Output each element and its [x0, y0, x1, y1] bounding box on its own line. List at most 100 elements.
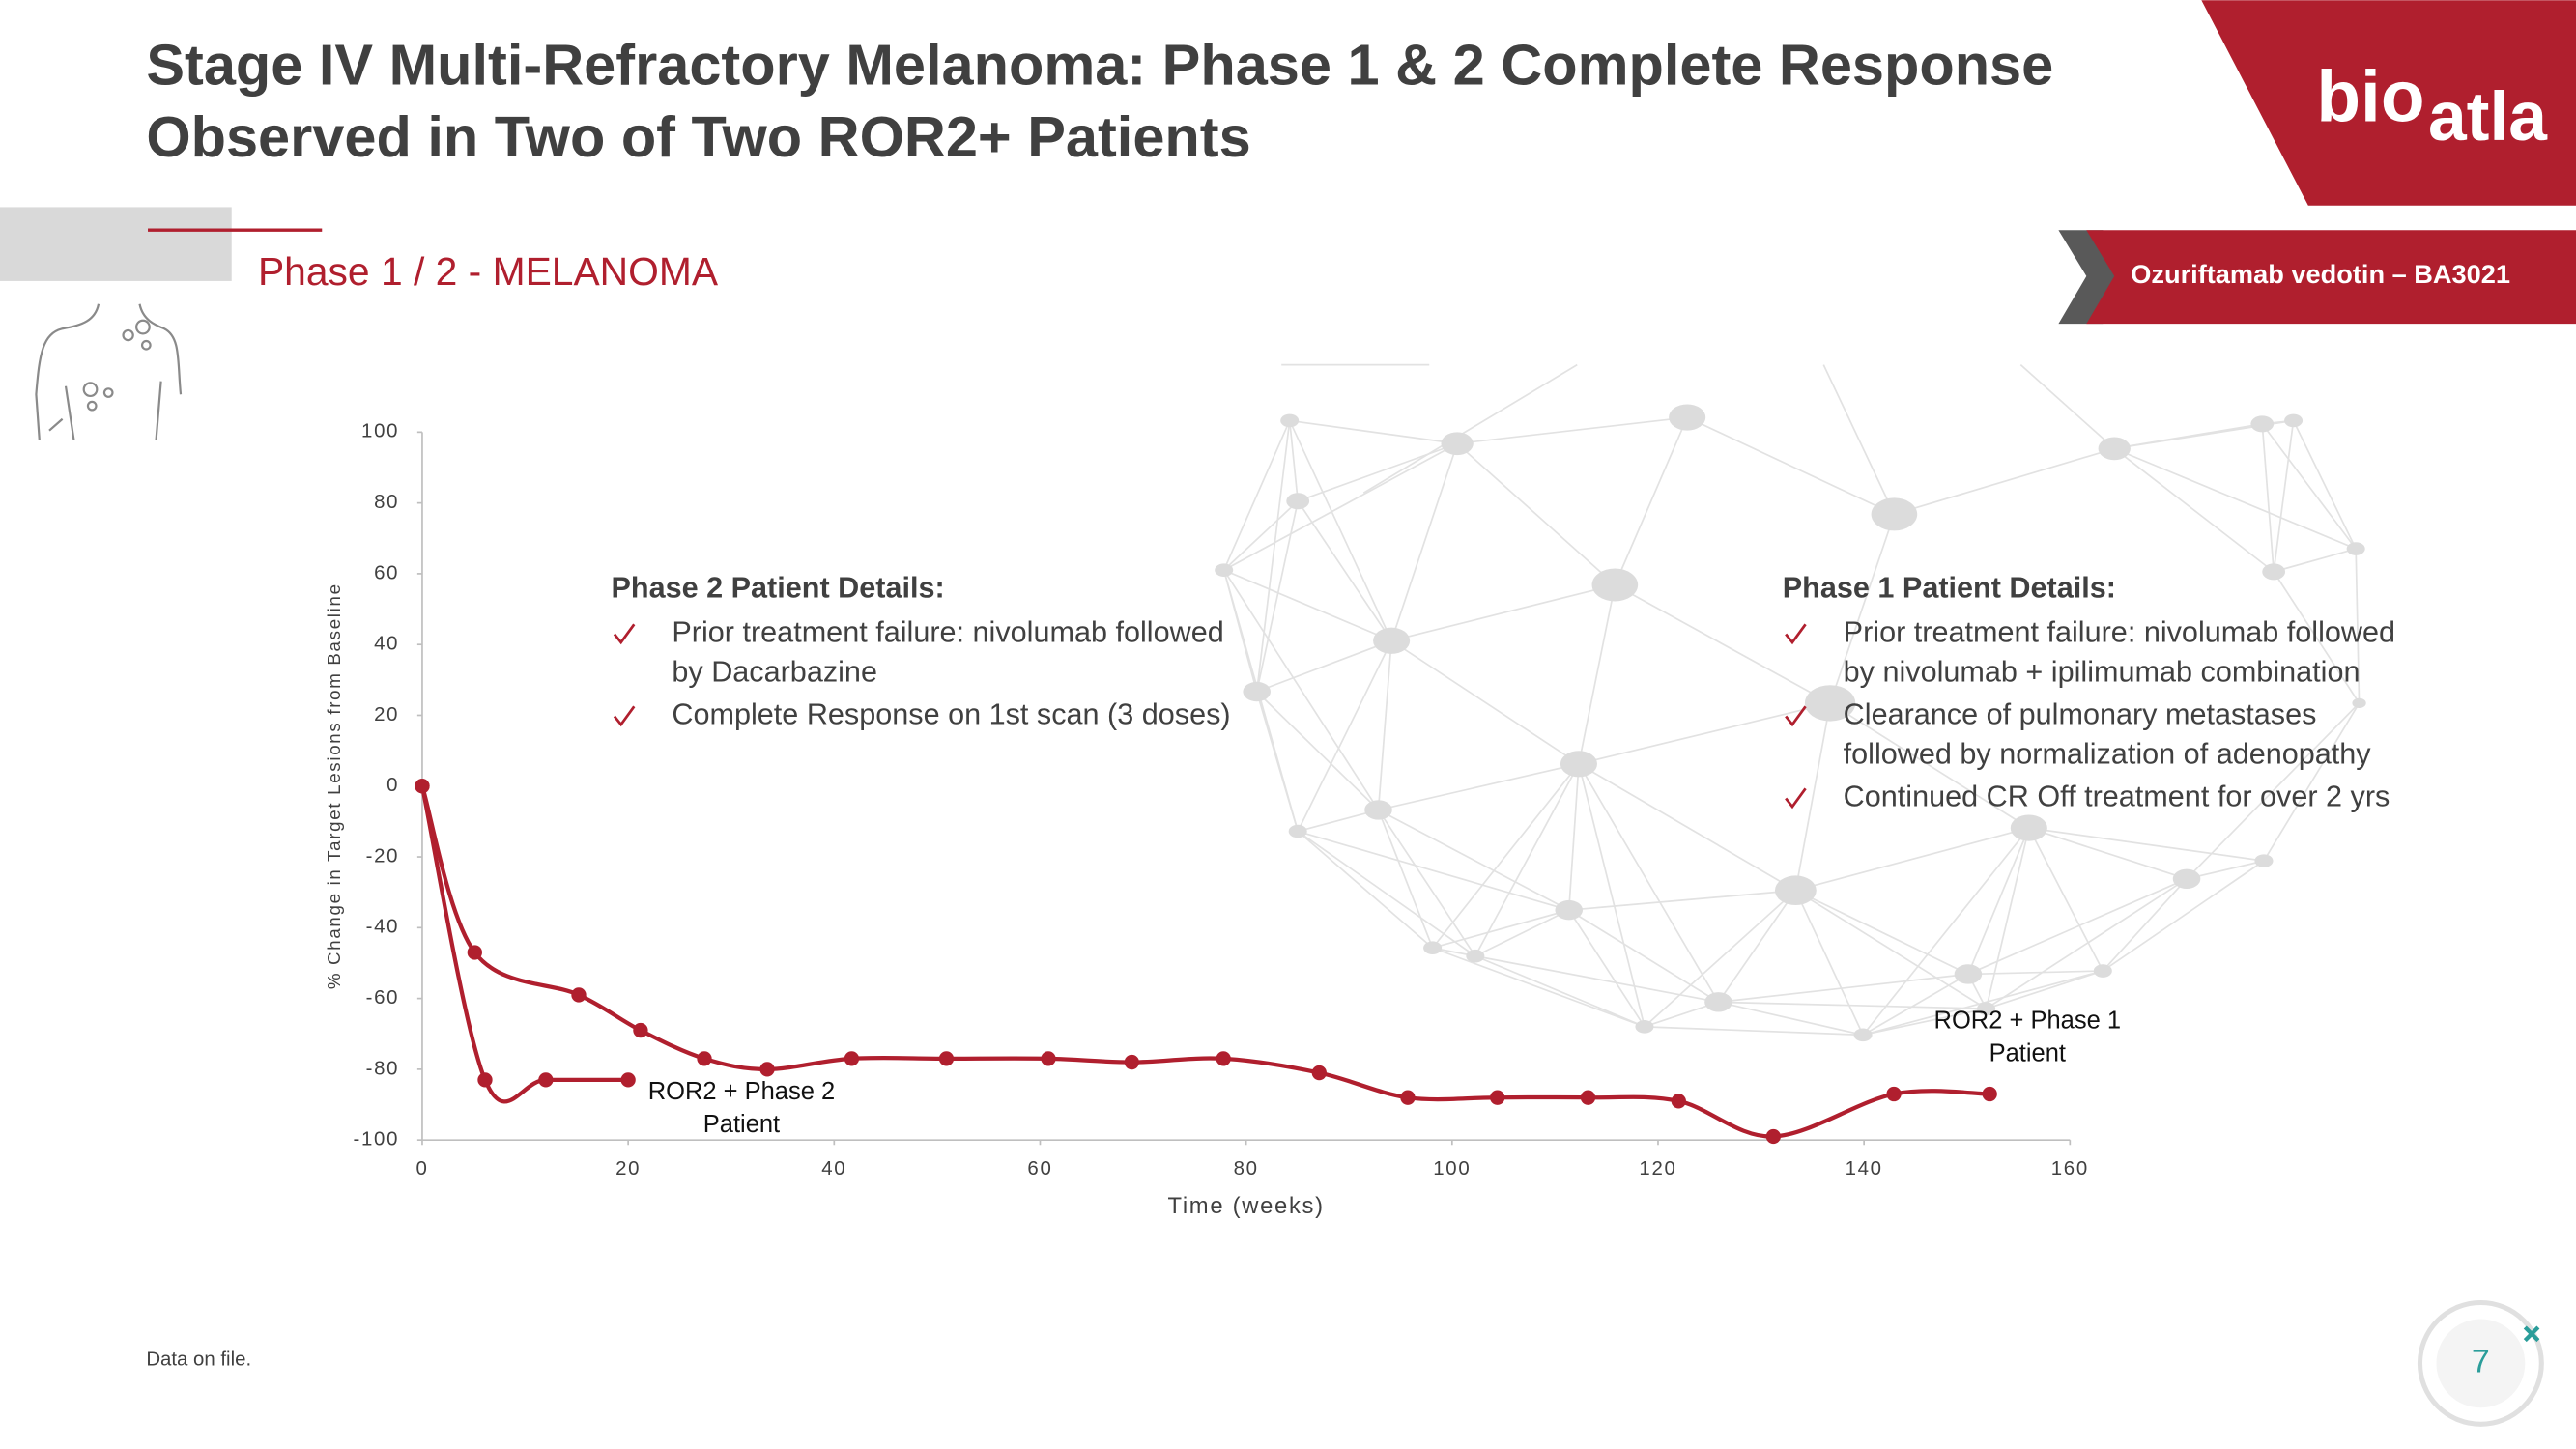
network-node	[1555, 899, 1584, 921]
network-link	[1222, 569, 1380, 810]
y-tick-label: -40	[366, 917, 400, 938]
network-link	[1567, 763, 1580, 911]
network-node	[1704, 992, 1732, 1012]
network-link	[1578, 763, 1720, 1003]
network-link	[1297, 500, 1392, 641]
network-link	[1255, 420, 1291, 693]
data-point	[844, 1051, 860, 1066]
network-link	[1297, 830, 1476, 957]
network-link	[2273, 548, 2357, 573]
network-link	[2263, 702, 2361, 862]
network-link	[2186, 702, 2361, 880]
data-point	[415, 779, 430, 794]
network-link	[1255, 500, 1300, 693]
data-point	[759, 1062, 775, 1077]
y-tick-label: -80	[366, 1058, 400, 1079]
series-annotation: Patient	[1989, 1039, 2066, 1066]
network-link	[2028, 827, 2104, 972]
data-point	[1400, 1090, 1416, 1105]
network-node	[2352, 697, 2366, 708]
details-item: Prior treatment failure: nivolumab follo…	[672, 616, 1223, 649]
network-node	[1591, 568, 1639, 602]
network-link	[1862, 1008, 1987, 1037]
network-node	[2250, 415, 2275, 433]
network-link	[1862, 973, 1969, 1037]
data-point	[467, 945, 482, 960]
badge	[2086, 230, 2576, 325]
network-link	[1223, 500, 1299, 571]
network-link	[1686, 416, 1895, 516]
title-line: Observed in Two of Two ROR2+ Patients	[146, 104, 1250, 169]
network-link	[1223, 569, 1392, 642]
check-mark	[613, 705, 636, 727]
network-node	[1954, 964, 1983, 984]
network-link	[1378, 809, 1570, 911]
x-tick-label: 0	[415, 1158, 428, 1179]
x-tick-label: 40	[821, 1158, 846, 1179]
network-link	[1967, 827, 2030, 975]
network-link	[1431, 763, 1580, 949]
y-tick-label: 20	[374, 704, 399, 725]
check-mark	[1785, 623, 1807, 645]
network-node	[1804, 685, 1856, 722]
network-link	[2102, 860, 2265, 972]
data-point	[1765, 1128, 1782, 1145]
details-heading: Phase 1 Patient Details:	[1783, 572, 2116, 605]
network-link	[1222, 420, 1291, 571]
section-bar	[0, 207, 232, 281]
details-item: Complete Response on 1st scan (3 doses)	[672, 698, 1230, 731]
data-point	[1886, 1086, 1902, 1102]
network-link	[1794, 890, 1988, 1009]
details: Phase 2 Patient Details: Prior treatment …	[611, 572, 2395, 813]
x-tick-label: 100	[1433, 1158, 1471, 1179]
data-point	[620, 1072, 636, 1088]
network-link	[2028, 827, 2188, 880]
network-link	[1578, 763, 1796, 892]
network-link	[1718, 973, 1969, 1004]
details-heading: Phase 2 Patient Details:	[611, 572, 944, 605]
network-link	[2028, 827, 2265, 862]
network-node	[1215, 563, 1234, 577]
data-point	[1490, 1090, 1505, 1105]
network-node	[1286, 493, 1310, 510]
series-annotation: Patient	[703, 1111, 780, 1138]
x-tick-label: 60	[1027, 1158, 1052, 1179]
network-link	[1986, 878, 2188, 1009]
data-point	[1671, 1094, 1686, 1109]
network-node	[1871, 497, 1918, 531]
network-link	[1985, 827, 2030, 1009]
network-link	[1377, 640, 1392, 810]
network-node	[1280, 413, 1300, 428]
y-tick-label: 100	[361, 421, 399, 442]
network-link	[1474, 909, 1570, 957]
network-link	[2261, 423, 2357, 550]
network-node	[1441, 432, 1474, 456]
network-link	[1794, 890, 1864, 1036]
data-point	[1311, 1065, 1327, 1081]
y-tick-label: 60	[374, 562, 399, 583]
network-link	[1288, 420, 1392, 641]
network-link	[1377, 810, 1434, 949]
network-node	[1669, 404, 1706, 431]
data-point	[477, 1072, 493, 1088]
page-circle-inner	[2436, 1319, 2526, 1408]
network-link	[1390, 442, 1458, 641]
network-link	[1718, 1001, 1987, 1009]
data-point	[1216, 1051, 1231, 1066]
network-link	[2273, 420, 2295, 572]
details-item: Prior treatment failure: nivolumab follo…	[1844, 616, 2395, 649]
network-node	[1243, 681, 1271, 702]
network-link	[1297, 809, 1379, 833]
series-line	[419, 785, 629, 1104]
network-link	[2102, 878, 2188, 972]
network-link	[1578, 763, 1646, 1028]
data-point	[633, 1022, 648, 1038]
details-item: Continued CR Off treatment for over 2 yr…	[1844, 781, 2390, 813]
section-title: Phase 1 / 2 - MELANOMA	[258, 249, 719, 294]
network-link	[1456, 442, 1616, 586]
network-link	[1614, 583, 1831, 704]
logo-banner	[2201, 0, 2576, 206]
network-link	[1256, 639, 1392, 693]
network-link	[1822, 364, 1896, 515]
title-line: Stage IV Multi-Refractory Melanoma: Phas…	[146, 32, 2053, 97]
